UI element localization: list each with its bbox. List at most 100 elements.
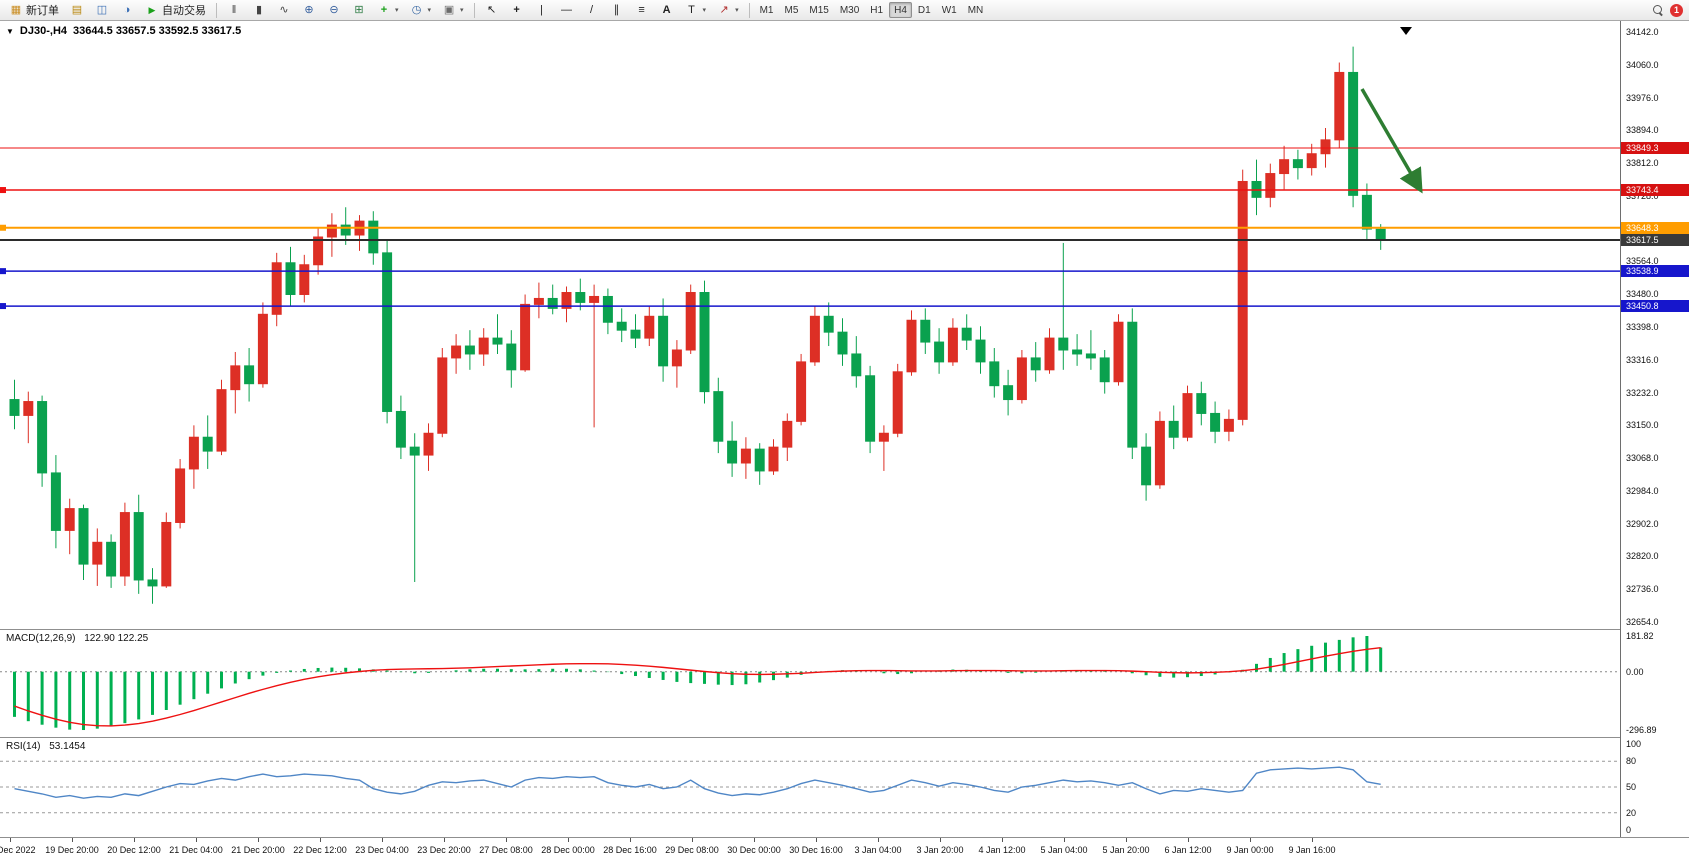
time-axis-label: 21 Dec 20:00 bbox=[231, 845, 285, 855]
panel-separator[interactable] bbox=[0, 737, 1689, 738]
time-axis-label: 19 Dec 2022 bbox=[0, 845, 36, 855]
add-indicator-button[interactable]: + ▾ bbox=[372, 1, 404, 19]
fibonacci-tool-button[interactable]: ≡ bbox=[630, 1, 654, 19]
time-axis-tick bbox=[630, 838, 631, 842]
time-axis-tick bbox=[1002, 838, 1003, 842]
timeframe-m1-button[interactable]: M1 bbox=[755, 2, 779, 18]
candle-body bbox=[644, 315, 655, 339]
crosshair-tool-button[interactable]: + bbox=[505, 1, 529, 19]
bar-chart-mode-button[interactable]: ‖ bbox=[222, 1, 246, 19]
zoom-out-button[interactable]: ⊖ bbox=[322, 1, 346, 19]
candle-body bbox=[340, 224, 351, 236]
candle-body bbox=[1099, 357, 1110, 383]
zoom-in-button[interactable]: ⊕ bbox=[297, 1, 321, 19]
candle-body bbox=[1058, 337, 1069, 351]
candle-body bbox=[616, 321, 627, 331]
time-axis-label: 23 Dec 20:00 bbox=[417, 845, 471, 855]
trendline-tool-button[interactable]: / bbox=[580, 1, 604, 19]
candle-body bbox=[478, 337, 489, 355]
price-axis-label: 32984.0 bbox=[1626, 486, 1659, 497]
toolbar-separator bbox=[748, 2, 750, 18]
candle-body bbox=[1072, 349, 1083, 355]
candlestick-mode-button[interactable]: ▮ bbox=[247, 1, 271, 19]
candle-body bbox=[520, 303, 531, 371]
chart-window: ▼ DJ30-,H4 33644.5 33657.5 33592.5 33617… bbox=[0, 21, 1689, 861]
text-label-tool-button[interactable]: T ▾ bbox=[680, 1, 712, 19]
periods-button[interactable]: ◷ ▾ bbox=[405, 1, 437, 19]
fibonacci-icon: ≡ bbox=[638, 4, 645, 16]
candle-body bbox=[188, 436, 199, 470]
time-axis-tick bbox=[320, 838, 321, 842]
candle-body bbox=[409, 446, 420, 456]
timeframe-m15-button[interactable]: M15 bbox=[804, 2, 833, 18]
price-axis-label: 33564.0 bbox=[1626, 256, 1659, 267]
tile-windows-button[interactable]: ⊞ bbox=[347, 1, 371, 19]
timeframe-mn-button[interactable]: MN bbox=[963, 2, 989, 18]
macd-indicator-panel[interactable] bbox=[0, 630, 1620, 737]
candle-body bbox=[313, 236, 324, 266]
line-chart-mode-button[interactable]: ∿ bbox=[272, 1, 296, 19]
price-axis[interactable]: 34142.0 34060.0 33976.0 33894.0 33812.0 33728… bbox=[1620, 21, 1689, 837]
candle-body bbox=[851, 353, 862, 377]
horizontal-line-tool-button[interactable]: — bbox=[555, 1, 579, 19]
time-axis[interactable]: 19 Dec 2022 19 Dec 20:00 20 Dec 12:00 21 De… bbox=[0, 838, 1620, 861]
candle-body bbox=[1016, 357, 1027, 401]
navigator-button[interactable]: ◑ bbox=[115, 1, 139, 19]
timeframe-w1-button[interactable]: W1 bbox=[937, 2, 962, 18]
crosshair-icon: + bbox=[513, 4, 520, 16]
candle-body bbox=[892, 371, 903, 434]
candle-body bbox=[906, 319, 917, 373]
chevron-down-icon: ▾ bbox=[395, 7, 399, 14]
new-order-button[interactable]: ▦ 新订单 bbox=[4, 1, 64, 19]
price-tag: 33617.5 bbox=[1621, 233, 1689, 246]
notification-badge[interactable]: 1 bbox=[1670, 3, 1683, 17]
macd-values: 122.90 122.25 bbox=[84, 633, 149, 644]
charts-button[interactable]: ▤ bbox=[65, 1, 89, 19]
candle-body bbox=[106, 541, 117, 577]
panel-separator[interactable] bbox=[0, 629, 1689, 630]
timeframe-m30-button[interactable]: M30 bbox=[835, 2, 864, 18]
price-axis-label: 33812.0 bbox=[1626, 157, 1659, 168]
search-icon[interactable] bbox=[1653, 4, 1664, 16]
candle-body bbox=[216, 389, 227, 452]
candle-body bbox=[1237, 180, 1248, 420]
autotrade-button[interactable]: ▶ 自动交易 bbox=[140, 1, 211, 19]
line-anchor-marker bbox=[0, 268, 6, 275]
text-icon: A bbox=[662, 4, 671, 16]
vertical-line-tool-button[interactable]: | bbox=[530, 1, 554, 19]
candle-body bbox=[589, 295, 600, 303]
text-label-icon: T bbox=[688, 4, 695, 16]
time-axis-label: 21 Dec 04:00 bbox=[169, 845, 223, 855]
candle-body bbox=[602, 295, 613, 323]
channel-tool-button[interactable]: ∥ bbox=[605, 1, 629, 19]
macd-axis-label: -296.89 bbox=[1626, 725, 1657, 735]
price-axis-label: 33728.0 bbox=[1626, 191, 1659, 202]
cursor-tool-button[interactable]: ↖ bbox=[480, 1, 504, 19]
timeframe-m5-button[interactable]: M5 bbox=[779, 2, 803, 18]
rsi-axis-label: 80 bbox=[1626, 756, 1637, 767]
one-click-trading-toggle[interactable]: ▼ bbox=[6, 26, 14, 36]
candle-body bbox=[50, 472, 61, 531]
arrows-tool-button[interactable]: ↗ ▾ bbox=[712, 1, 744, 19]
price-axis-label: 34060.0 bbox=[1626, 59, 1659, 70]
candlestick-chart[interactable] bbox=[0, 21, 1620, 629]
text-tool-button[interactable]: A bbox=[655, 1, 679, 19]
candle-body bbox=[837, 331, 848, 355]
timeframe-d1-button[interactable]: D1 bbox=[913, 2, 936, 18]
time-axis-label: 4 Jan 12:00 bbox=[978, 845, 1026, 855]
toolbar-separator bbox=[216, 2, 217, 18]
templates-button[interactable]: ▣ ▾ bbox=[437, 1, 469, 19]
candle-body bbox=[754, 448, 765, 472]
candle-body bbox=[451, 345, 462, 359]
price-axis-label: 32820.0 bbox=[1626, 551, 1659, 562]
vertical-line-icon: | bbox=[540, 4, 543, 16]
rsi-axis-label: 0 bbox=[1626, 825, 1632, 835]
candle-body bbox=[37, 401, 48, 474]
time-axis-tick bbox=[816, 838, 817, 842]
timeframe-h1-button[interactable]: H1 bbox=[865, 2, 888, 18]
market-watch-button[interactable]: ◫ bbox=[90, 1, 114, 19]
time-axis-tick bbox=[134, 838, 135, 842]
rsi-indicator-panel[interactable] bbox=[0, 738, 1620, 837]
toolbar-separator bbox=[473, 2, 475, 18]
timeframe-h4-button[interactable]: H4 bbox=[889, 2, 912, 18]
